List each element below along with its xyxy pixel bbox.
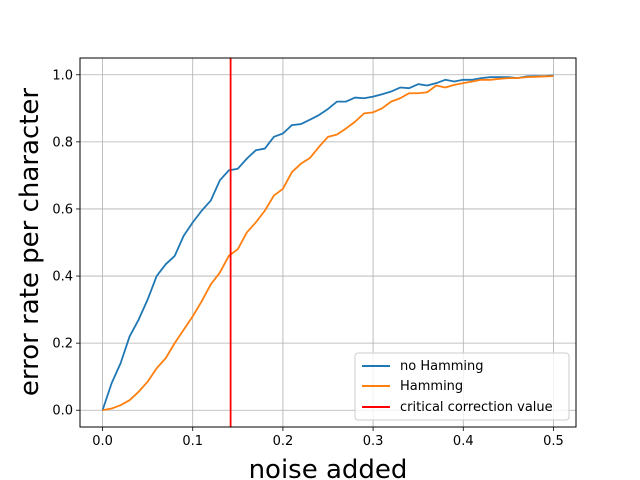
plot-lines [101, 58, 554, 427]
y-axis-label: error rate per character [15, 88, 45, 397]
series-line-hamming [102, 75, 554, 412]
y-tick-label: 0.4 [52, 270, 73, 285]
x-tick-label: 0.5 [543, 434, 564, 449]
axes-frame [79, 57, 577, 428]
x-tick-label: 0.2 [273, 434, 294, 449]
x-tick-label: 0.0 [92, 434, 113, 449]
x-tick-label: 0.3 [363, 434, 384, 449]
y-tick-label: 1.0 [52, 68, 73, 83]
y-tick-label: 0.0 [52, 404, 73, 419]
x-tick-label: 0.4 [453, 434, 474, 449]
ticks: 0.0 0.1 0.2 0.3 0.4 0.5 0.0 0.2 0.4 0.6 0.8 1.0 [52, 68, 563, 449]
legend-label-critical: critical correction value [400, 400, 553, 415]
y-tick-label: 0.6 [52, 202, 73, 217]
grid [80, 58, 576, 427]
legend-label-hamming: Hamming [400, 379, 463, 394]
y-tick-label: 0.2 [52, 337, 73, 352]
legend-label-no-hamming: no Hamming [400, 359, 484, 374]
legend-box [354, 352, 570, 421]
series-line-no-hamming [101, 74, 554, 411]
x-axis-label: noise added [249, 455, 408, 480]
legend: no Hamming Hamming critical correction v… [354, 352, 570, 421]
y-tick-label: 0.8 [52, 135, 73, 150]
x-tick-label: 0.1 [182, 434, 203, 449]
